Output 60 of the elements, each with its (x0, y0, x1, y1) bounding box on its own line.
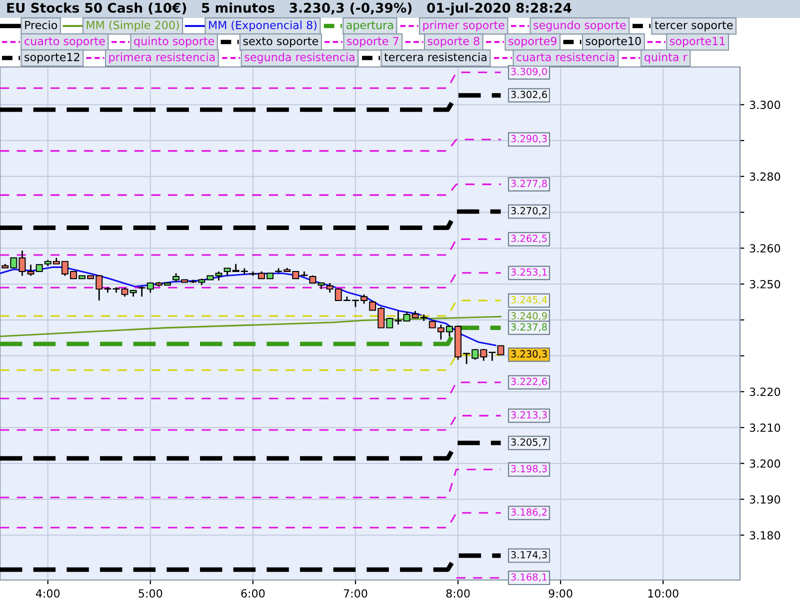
legend-label: cuarta resistencia (516, 52, 614, 62)
legend-label: sexto soporte (243, 37, 318, 48)
legend-label: MM (Exponencial 8) (209, 20, 316, 32)
legend-label: soporte11 (670, 36, 725, 48)
data-label: 3.290,3 (511, 134, 547, 144)
legend-label: soporte9 (508, 36, 556, 48)
y-tick-label: 3.220 (750, 388, 780, 396)
legend-label: MM (Simple 200) (86, 20, 179, 32)
legend-label: apertura (346, 21, 393, 32)
data-label: 3.277,8 (511, 180, 547, 188)
legend-label: tercera resistencia (384, 52, 486, 62)
x-tick-label: 8:00 (446, 589, 470, 598)
data-label: 3.213,3 (511, 411, 547, 420)
x-tick-label: 6:00 (241, 589, 265, 598)
data-label: 3.205,7 (511, 438, 547, 447)
y-tick-label: 3.180 (750, 531, 780, 540)
y-tick-label: 3.280 (750, 172, 780, 181)
legend-label: primera resistencia (109, 52, 215, 64)
data-label: 3.309,0 (511, 68, 547, 76)
data-label: 3.237,8 (511, 323, 547, 332)
legend-label: quinta r (644, 52, 688, 64)
y-tick-label: 3.250 (750, 280, 780, 288)
data-label: 3.253,1 (511, 268, 547, 277)
text: 3.230,3 (511, 350, 547, 359)
x-tick-label: 4:00 (36, 589, 60, 598)
legend-label: soporte 8 (428, 36, 480, 48)
candlestick (27, 264, 34, 276)
legend-label: tercer soporte (654, 21, 733, 32)
x-tick-label: 7:00 (344, 589, 368, 598)
legend-label: Precio (25, 20, 58, 30)
data-label: 3.168,1 (511, 573, 547, 582)
y-tick-label: 3.190 (750, 495, 780, 504)
legend-label: quinto soporte (134, 36, 214, 48)
data-label: 3.245,4 (511, 296, 548, 304)
x-tick-label: 9:00 (548, 589, 572, 598)
y-tick-label: 3.200 (750, 459, 780, 468)
data-label: 3.302,6 (511, 90, 547, 100)
legend-label: primer soporte (423, 20, 504, 32)
data-label: 3.240,9 (511, 312, 547, 320)
data-label: 3.174,3 (511, 551, 547, 560)
chart-title: EU Stocks 50 Cash (10€) 5 minutos 3.230,3 (-0,39%) 01-jul-2020 8:28:24 (7, 2, 572, 16)
candlestick (403, 310, 410, 322)
data-label: 3.270,2 (511, 207, 547, 216)
y-tick-label: 3.300 (750, 100, 780, 110)
legend-label: cuarto soporte (24, 37, 105, 48)
line-series (0, 266, 496, 346)
data-label: 3.186,2 (511, 508, 547, 517)
legend-label: soporte12 (24, 52, 80, 64)
legend-label: segunda resistencia (244, 52, 354, 64)
data-label: 3.222,6 (511, 378, 547, 386)
legend-label: soporte10 (586, 36, 641, 48)
y-tick-label: 3.210 (750, 424, 780, 432)
line-series (0, 316, 502, 338)
legend-label: segundo soporte (534, 20, 626, 32)
data-label: 3.198,3 (511, 464, 547, 474)
legend-label: soporte 7 (347, 36, 398, 48)
data-label: 3.262,5 (511, 234, 547, 244)
y-tick-label: 3.260 (750, 244, 780, 253)
x-tick-label: 5:00 (138, 589, 162, 598)
x-tick-label: 10:00 (648, 589, 678, 598)
